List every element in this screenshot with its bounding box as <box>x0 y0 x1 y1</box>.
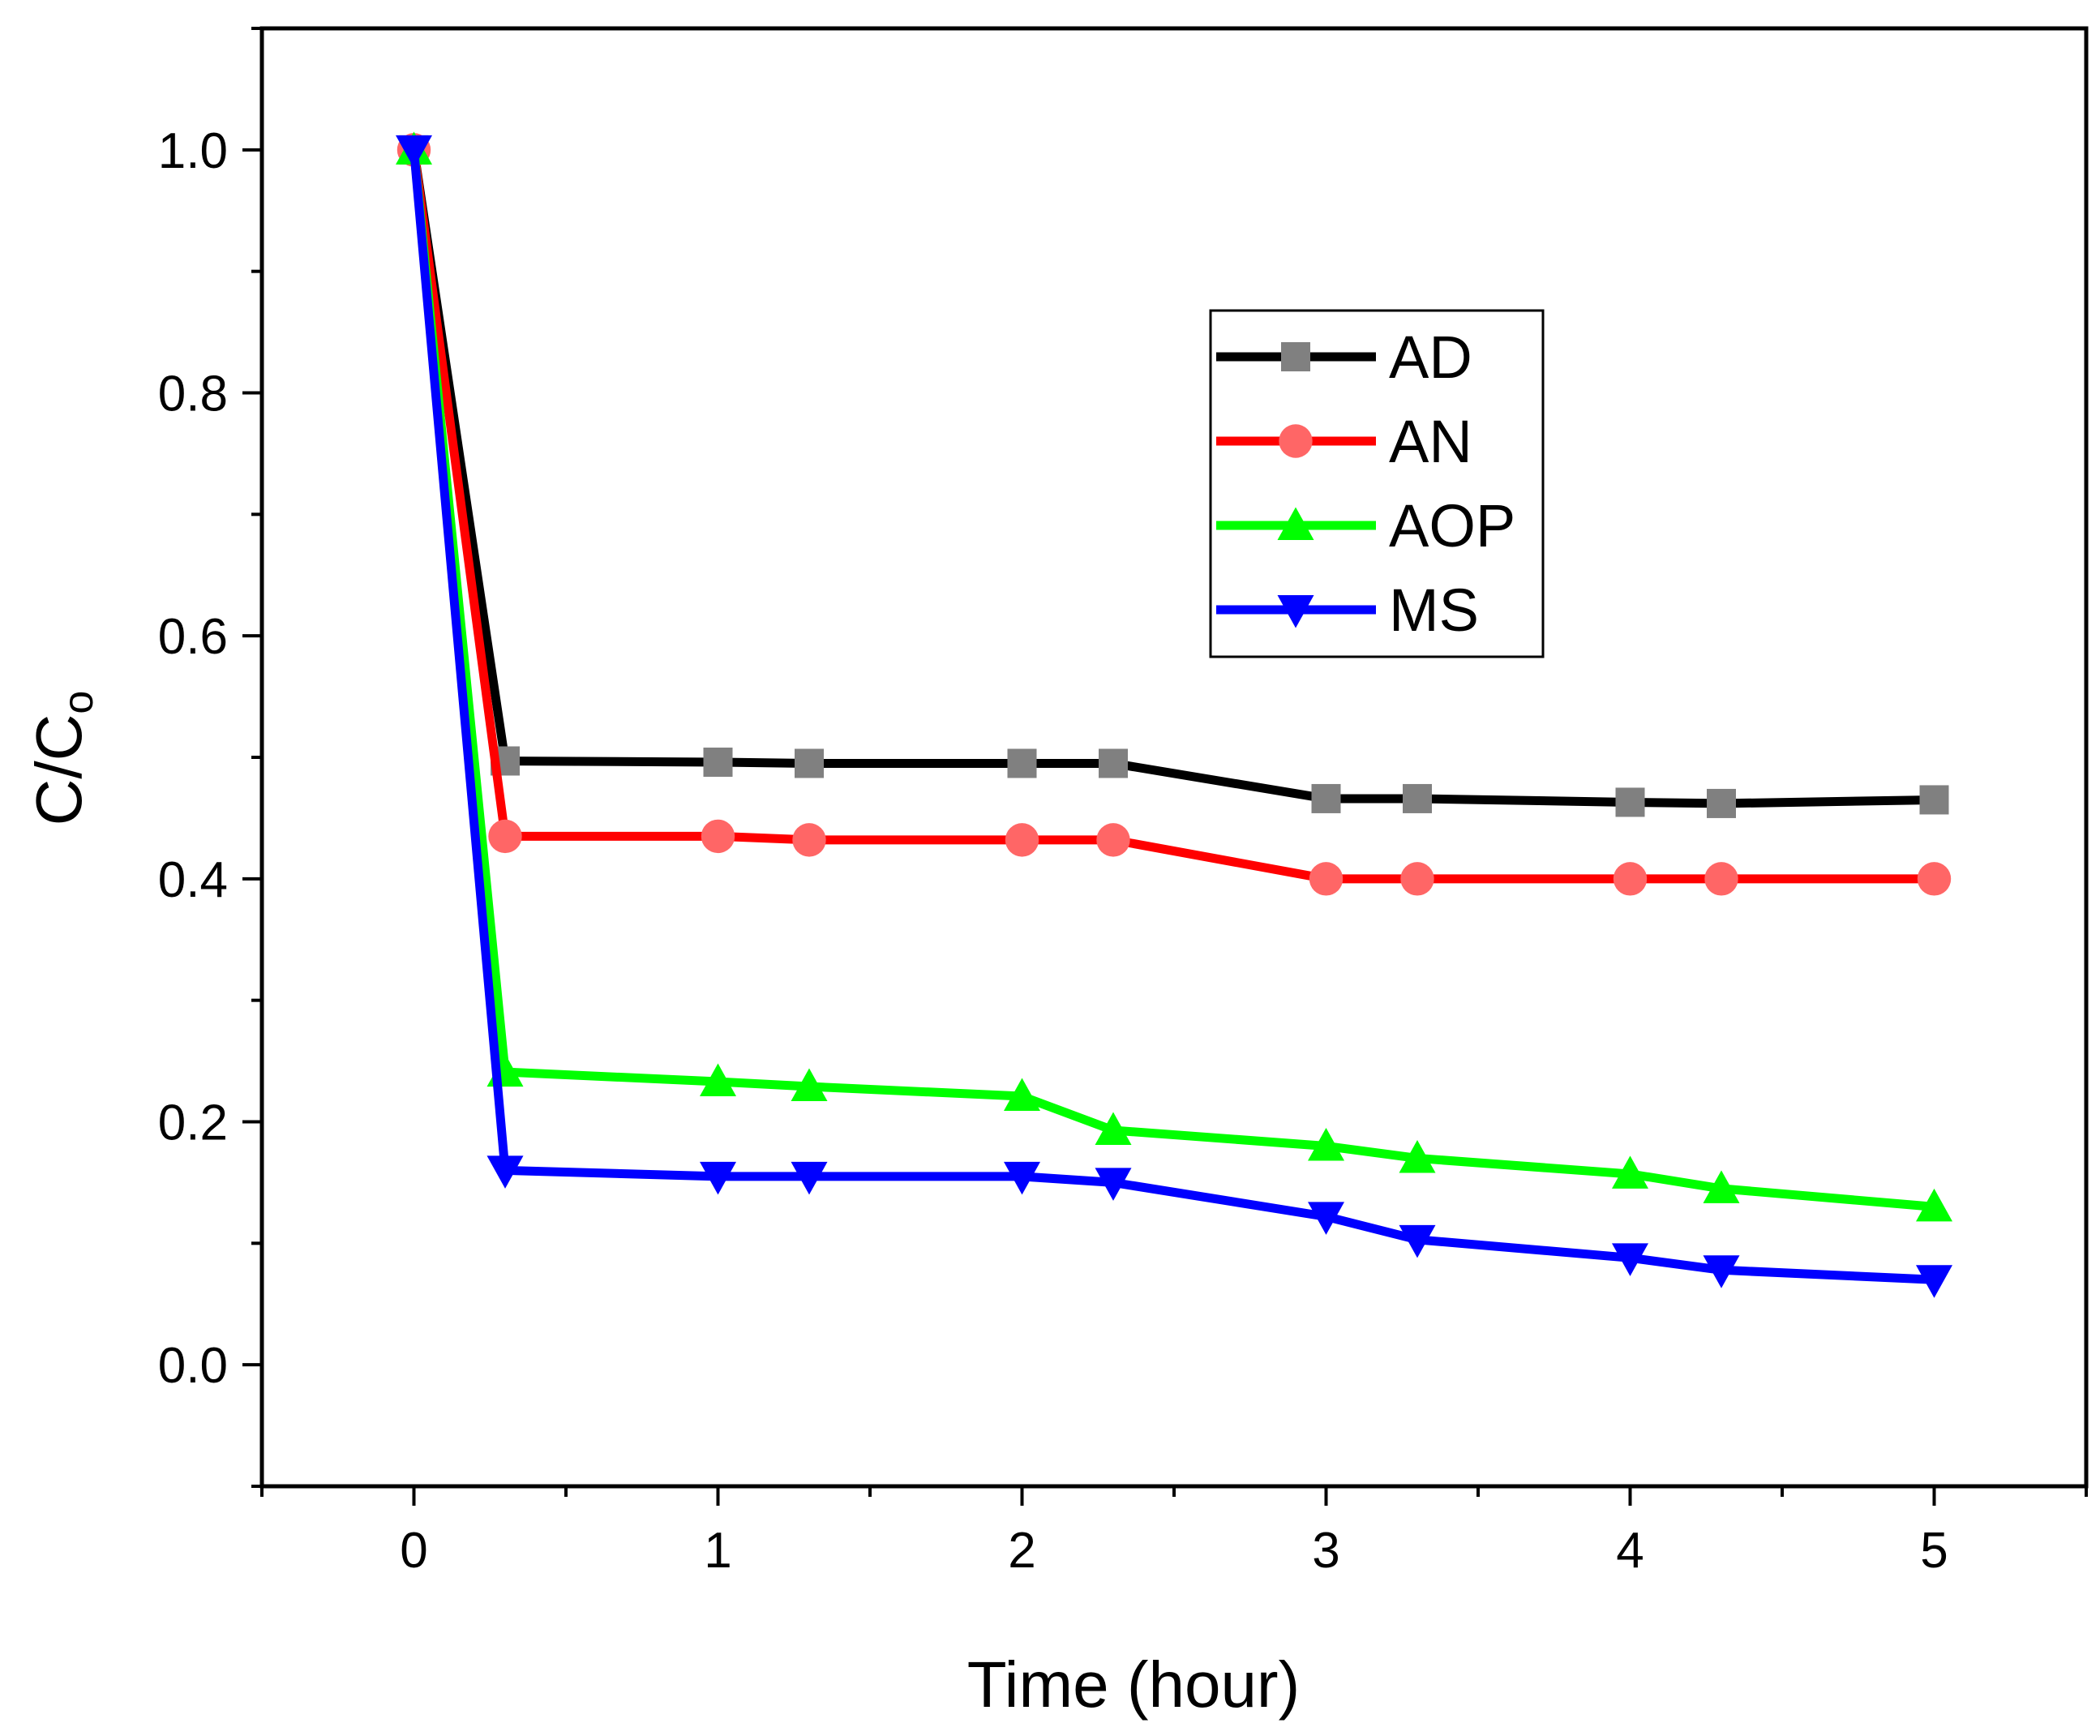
x-tick-label: 3 <box>1312 1523 1339 1579</box>
y-axis-title-subscript: o <box>55 691 102 714</box>
legend-label-aop: AOP <box>1389 492 1515 559</box>
data-point-an <box>1400 862 1434 896</box>
legend-marker-ad <box>1281 342 1310 371</box>
data-point-an <box>488 819 522 854</box>
x-tick-label: 4 <box>1616 1523 1644 1579</box>
series-layer <box>396 131 1952 1298</box>
legend-marker-ms <box>1277 595 1314 628</box>
data-point-ad <box>1099 748 1128 778</box>
data-point-ms <box>700 1161 736 1195</box>
y-axis-title: C/Co <box>23 691 102 826</box>
data-point-ms <box>1399 1224 1436 1258</box>
data-point-ad <box>1311 783 1341 813</box>
data-point-ms <box>396 135 432 169</box>
data-point-ad <box>703 747 733 777</box>
data-point-ad <box>1707 788 1736 818</box>
y-axis-ticks: 0.0 0.2 0.4 0.6 0.8 1.0 <box>158 27 262 1488</box>
data-point-aop <box>1004 1078 1040 1112</box>
series-line-ms <box>409 149 1935 1284</box>
data-point-ms <box>1004 1161 1040 1195</box>
data-point-ms <box>1612 1243 1648 1276</box>
series-ms <box>396 135 1952 1298</box>
legend-entry-aop: AOP <box>1216 492 1515 559</box>
data-point-ad <box>1403 783 1432 813</box>
x-tick-label: 2 <box>1008 1523 1035 1579</box>
series-line-ad <box>409 149 1935 808</box>
y-tick-label: 0.0 <box>158 1338 228 1394</box>
data-point-an <box>1005 823 1039 857</box>
data-point-an <box>792 823 826 857</box>
data-point-ad <box>1919 785 1949 815</box>
legend-box <box>1209 309 1545 658</box>
data-point-ms <box>1308 1202 1344 1235</box>
x-tick-label: 5 <box>1920 1523 1948 1579</box>
x-axis-title: Time (hour) <box>967 1648 1300 1721</box>
series-aop <box>396 131 1952 1222</box>
legend-entry-an: AN <box>1216 408 1472 475</box>
y-tick-label: 0.8 <box>158 366 228 422</box>
data-point-ms <box>1703 1255 1740 1288</box>
data-point-aop <box>1612 1155 1648 1189</box>
data-point-aop <box>1399 1139 1436 1173</box>
legend: AD AN AOP MS <box>1209 309 1545 658</box>
data-point-aop <box>1703 1170 1740 1203</box>
legend-entry-ms: MS <box>1216 577 1479 644</box>
x-tick-label: 0 <box>400 1523 427 1579</box>
data-point-aop <box>1095 1112 1132 1145</box>
data-point-aop <box>1916 1188 1952 1222</box>
data-point-an <box>1613 862 1648 896</box>
y-tick-label: 1.0 <box>158 123 228 179</box>
legend-label-an: AN <box>1389 408 1472 475</box>
data-point-ms <box>1916 1265 1952 1298</box>
legend-marker-aop <box>1277 507 1314 540</box>
series-ad <box>399 135 1949 818</box>
y-tick-label: 0.4 <box>158 852 228 908</box>
y-tick-label: 0.6 <box>158 609 228 665</box>
series-an <box>396 133 1952 896</box>
data-point-an <box>1309 862 1344 896</box>
data-point-ms <box>1095 1168 1132 1201</box>
series-line-aop <box>409 149 1935 1211</box>
legend-label-ad: AD <box>1389 324 1472 391</box>
legend-marker-an <box>1279 424 1313 458</box>
y-tick-label: 0.2 <box>158 1095 228 1151</box>
data-point-ms <box>791 1161 828 1195</box>
data-point-aop <box>1308 1127 1344 1161</box>
data-point-ms <box>486 1155 524 1189</box>
legend-entry-ad: AD <box>1216 324 1472 391</box>
data-point-aop <box>700 1063 736 1097</box>
x-tick-label: 1 <box>704 1523 731 1579</box>
data-point-an <box>1704 862 1738 896</box>
data-point-an <box>1096 823 1130 857</box>
y-axis-title-main: C/C <box>23 714 95 826</box>
data-point-ad <box>795 748 824 778</box>
legend-label-ms: MS <box>1389 577 1479 644</box>
data-point-an <box>1917 862 1952 896</box>
data-point-an <box>701 819 735 854</box>
x-axis-ticks: 0 1 2 3 4 5 <box>260 1486 2088 1579</box>
data-point-ad <box>1007 748 1037 778</box>
data-point-ad <box>1615 787 1645 817</box>
data-point-aop <box>791 1068 828 1102</box>
